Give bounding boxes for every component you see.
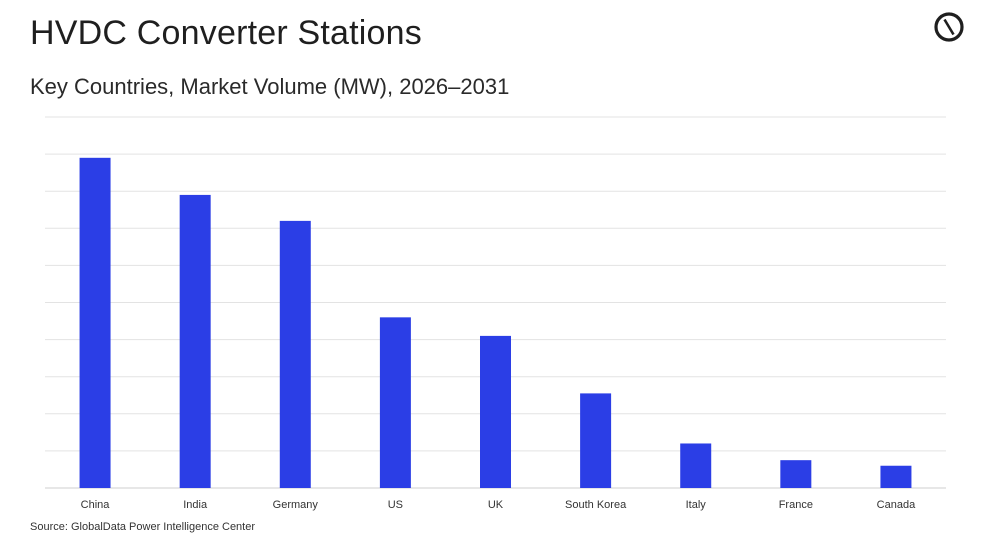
- x-tick-label: Italy: [686, 499, 707, 511]
- chart-subtitle: Key Countries, Market Volume (MW), 2026–…: [30, 74, 510, 99]
- x-tick-label: South Korea: [565, 499, 627, 511]
- x-tick-label: Germany: [273, 499, 319, 511]
- bar-france: [780, 460, 812, 488]
- bar-us: [379, 317, 411, 488]
- x-tick-label: India: [183, 499, 208, 511]
- x-tick-label: Canada: [877, 499, 916, 511]
- bar-italy: [680, 443, 712, 488]
- bar-uk: [480, 335, 511, 488]
- x-tick-label: China: [81, 499, 111, 511]
- x-tick-label: France: [779, 499, 813, 511]
- bar-china: [79, 157, 111, 488]
- x-tick-label: UK: [488, 499, 504, 511]
- bar-south-korea: [580, 393, 612, 488]
- bar-germany: [279, 220, 311, 488]
- bar-canada: [880, 465, 912, 488]
- source-note: Source: GlobalData Power Intelligence Ce…: [30, 521, 256, 533]
- bar-india: [179, 194, 211, 488]
- globaldata-logo-icon: [934, 12, 964, 42]
- chart-title: HVDC Converter Stations: [30, 14, 422, 52]
- x-tick-label: US: [388, 499, 403, 511]
